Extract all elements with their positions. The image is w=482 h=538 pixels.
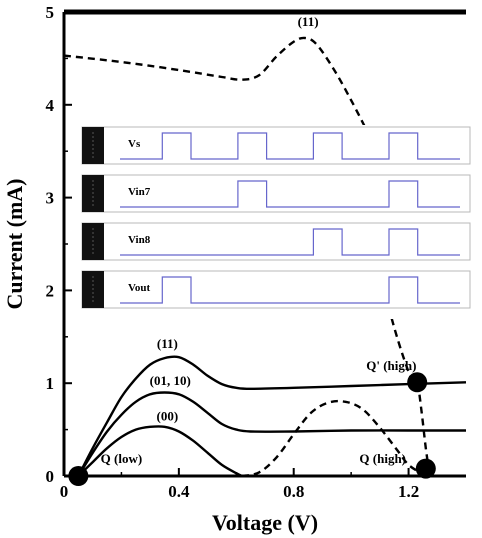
waveform-trace (120, 276, 460, 304)
y-tick-label: 4 (46, 96, 55, 115)
waveform-label: Vout (128, 282, 151, 294)
y-tick-label: 0 (46, 467, 55, 486)
annotation-label: (00) (157, 408, 179, 423)
y-tick-label: 1 (46, 374, 55, 393)
y-tick-label: 5 (46, 3, 55, 22)
annotation-label: Q' (high) (366, 358, 416, 373)
waveform-trace (120, 132, 460, 160)
x-tick-label: 0.4 (168, 482, 190, 501)
state-marker-3 (415, 458, 436, 479)
series-line-6 (241, 399, 424, 478)
annotation-label: Q (high) (359, 451, 406, 466)
ticks: 0 0.4 0.8 1.2 0 1 2 3 4 5 (46, 3, 420, 501)
waveform-row: Vs (81, 126, 471, 165)
waveform-row: Vin7 (81, 174, 471, 213)
annotation-label: (11) (157, 336, 178, 351)
y-tick-label: 2 (46, 281, 55, 300)
state-marker-2 (407, 372, 428, 393)
plot-area: (11) (11) (01, 10) (00) Q (low) Q' (high) Q (h… (63, 14, 467, 486)
x-tick-label: 1.2 (398, 482, 419, 501)
x-tick-label: 0.8 (283, 482, 304, 501)
series-line-3 (77, 425, 243, 478)
waveform-row: Vout (81, 270, 471, 309)
waveform-label: Vin7 (128, 186, 151, 198)
waveform-inset: Vs Vin7 Vin8 Vout (81, 125, 471, 319)
annotation-label: (11) (298, 14, 319, 29)
waveform-row: Vin8 (81, 222, 471, 261)
waveform-label: Vs (128, 138, 141, 150)
x-axis-title: Voltage (V) (212, 510, 318, 535)
annotation-label: (01, 10) (150, 373, 191, 388)
series-line-2 (77, 391, 466, 477)
x-tick-label: 0 (60, 482, 69, 501)
y-tick-label: 3 (46, 189, 55, 208)
y-axis-title: Current (mA) (2, 179, 27, 310)
waveform-trace (120, 180, 460, 208)
waveform-trace (120, 228, 460, 256)
series-line-1 (77, 355, 467, 477)
series-line-4 (63, 36, 367, 129)
waveform-label: Vin8 (128, 234, 151, 246)
annotation-label: Q (low) (101, 451, 143, 466)
